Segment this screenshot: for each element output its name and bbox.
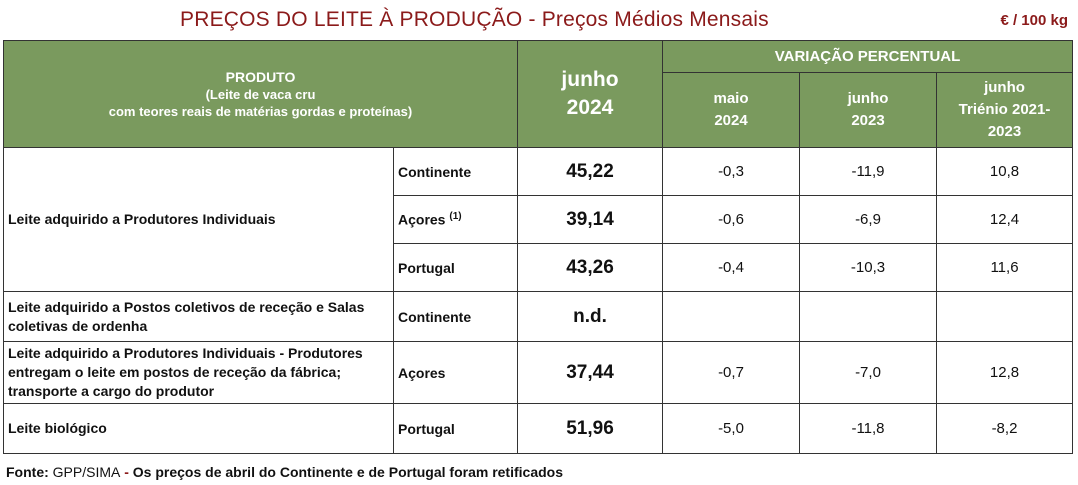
header-current-year: 2024	[566, 96, 614, 119]
product-cell: Leite biológico	[3, 403, 394, 454]
variation-cell: -0,3	[662, 147, 800, 196]
header-produto-label: PRODUTO	[225, 69, 296, 85]
product-cell: Leite adquirido a Produtores Individuais…	[3, 341, 394, 404]
table-row: Leite adquirido a Produtores Individuais…	[3, 341, 1073, 404]
header-current-period: junho 2024	[517, 40, 663, 148]
header-produto: PRODUTO (Leite de vaca cru com teores re…	[3, 40, 518, 148]
table-row: Leite adquirido a Postos coletivos de re…	[3, 291, 1073, 342]
variation-cell: -11,8	[799, 403, 937, 454]
product-cell: Leite adquirido a Produtores Individuais	[3, 147, 394, 292]
region-cell: Açores	[393, 341, 518, 404]
variation-cell: 12,8	[936, 341, 1073, 404]
table-row: Leite adquirido a Produtores Individuais…	[3, 147, 1073, 292]
variation-cell: -8,2	[936, 403, 1073, 454]
price-table: PRODUTO (Leite de vaca cru com teores re…	[3, 40, 1073, 454]
price-cell: 43,26	[517, 243, 663, 292]
product-cell: Leite adquirido a Postos coletivos de re…	[3, 291, 394, 342]
region-cell: Portugal	[393, 403, 518, 454]
header-col-may-2024: maio 2024	[662, 72, 800, 148]
table-row: Portugal 43,26 -0,4 -10,3 11,6	[4, 243, 1073, 292]
variation-cell: -10,3	[799, 243, 937, 292]
variation-cell	[936, 291, 1073, 342]
variation-cell: 10,8	[936, 147, 1073, 196]
page-title: PREÇOS DO LEITE À PRODUÇÃO - Preços Médi…	[180, 8, 769, 31]
footnote-marker: (1)	[449, 211, 462, 223]
header-col-june-triennium: junho Triénio 2021- 2023	[936, 72, 1073, 148]
variation-cell: -6,9	[799, 195, 937, 244]
footer-separator: -	[120, 464, 133, 480]
price-cell: 37,44	[517, 341, 663, 404]
region-cell: Açores (1)	[393, 195, 518, 244]
table-row: Leite biológico Portugal 51,96 -5,0 -11,…	[3, 403, 1073, 454]
header-variation: VARIAÇÃO PERCENTUAL	[662, 40, 1073, 73]
source-footer: Fonte: GPP/SIMA - Os preços de abril do …	[6, 464, 563, 480]
variation-cell: -0,4	[662, 243, 800, 292]
variation-cell: -0,7	[662, 341, 800, 404]
source-label: Fonte:	[6, 464, 49, 480]
variation-cell: 12,4	[936, 195, 1073, 244]
region-cell: Continente	[393, 147, 518, 196]
unit-label: € / 100 kg	[1000, 12, 1068, 29]
variation-cell: -11,9	[799, 147, 937, 196]
variation-cell: -5,0	[662, 403, 800, 454]
source-value: GPP/SIMA	[48, 464, 121, 480]
variation-cell	[662, 291, 800, 342]
header-current-month: junho	[561, 68, 619, 91]
header-produto-sub1: (Leite de vaca cru	[205, 87, 316, 102]
header-col-june-2023: junho 2023	[799, 72, 937, 148]
variation-cell: 11,6	[936, 243, 1073, 292]
price-cell: 39,14	[517, 195, 663, 244]
variation-cell	[799, 291, 937, 342]
price-cell: n.d.	[517, 291, 663, 342]
table-row: Açores (1) 39,14 -0,6 -6,9 12,4	[4, 195, 1073, 244]
price-cell: 45,22	[517, 147, 663, 196]
region-cell: Continente	[393, 291, 518, 342]
header-produto-sub2: com teores reais de matérias gordas e pr…	[108, 104, 413, 119]
region-cell: Portugal	[393, 243, 518, 292]
variation-cell: -0,6	[662, 195, 800, 244]
price-cell: 51,96	[517, 403, 663, 454]
footer-note: Os preços de abril do Continente e de Po…	[132, 464, 563, 480]
variation-cell: -7,0	[799, 341, 937, 404]
